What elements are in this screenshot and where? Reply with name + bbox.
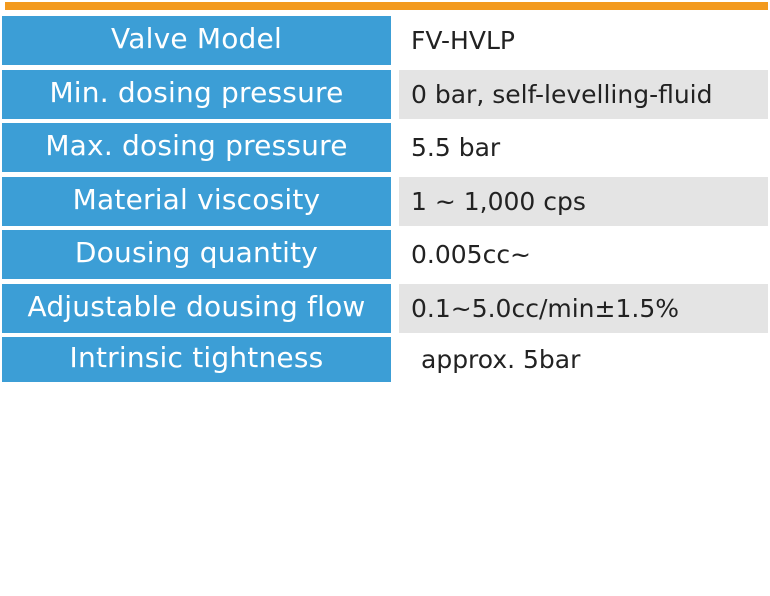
row-divider <box>391 337 399 382</box>
spec-label: Min. dosing pressure <box>2 69 391 119</box>
spec-value: FV-HVLP <box>399 16 768 65</box>
spec-row-material-viscosity: Material viscosity 1 ~ 1,000 cps <box>2 176 768 226</box>
spec-row-min-dosing-pressure: Min. dosing pressure 0 bar, self-levelli… <box>2 69 768 119</box>
spec-value: 1 ~ 1,000 cps <box>399 176 768 226</box>
row-divider <box>391 16 399 65</box>
row-divider <box>391 69 399 119</box>
spec-label: Max. dosing pressure <box>2 123 391 172</box>
spec-label: Intrinsic tightness <box>2 337 391 382</box>
spec-row-max-dosing-pressure: Max. dosing pressure 5.5 bar <box>2 123 768 172</box>
row-divider <box>391 283 399 333</box>
spec-row-valve-model: Valve Model FV-HVLP <box>2 16 768 65</box>
spec-row-intrinsic-tightness: Intrinsic tightness approx. 5bar <box>2 337 768 382</box>
spec-value: approx. 5bar <box>399 337 768 382</box>
row-divider <box>391 123 399 172</box>
row-divider <box>391 176 399 226</box>
spec-value: 0 bar, self-levelling-fluid <box>399 69 768 119</box>
spec-label: Adjustable dousing flow <box>2 283 391 333</box>
spec-label: Valve Model <box>2 16 391 65</box>
row-divider <box>391 230 399 279</box>
spec-table: Valve Model FV-HVLP Min. dosing pressure… <box>2 16 768 382</box>
spec-value: 0.005cc~ <box>399 230 768 279</box>
spec-value: 5.5 bar <box>399 123 768 172</box>
accent-top-bar <box>5 2 768 10</box>
spec-value: 0.1~5.0cc/min±1.5% <box>399 283 768 333</box>
spec-label: Material viscosity <box>2 176 391 226</box>
spec-row-dousing-quantity: Dousing quantity 0.005cc~ <box>2 230 768 279</box>
spec-row-adjustable-dousing-flow: Adjustable dousing flow 0.1~5.0cc/min±1.… <box>2 283 768 333</box>
spec-label: Dousing quantity <box>2 230 391 279</box>
